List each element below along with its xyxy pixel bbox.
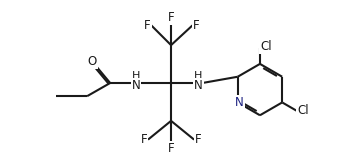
- Text: F: F: [168, 142, 174, 155]
- Text: O: O: [87, 55, 97, 68]
- Text: N: N: [194, 79, 203, 92]
- Text: F: F: [144, 19, 151, 32]
- Text: F: F: [141, 133, 147, 146]
- Text: N: N: [131, 79, 140, 92]
- Text: Cl: Cl: [260, 40, 272, 53]
- Text: F: F: [193, 19, 200, 32]
- Text: F: F: [195, 133, 201, 146]
- Text: F: F: [168, 11, 174, 24]
- Text: H: H: [132, 71, 140, 81]
- Text: H: H: [194, 71, 202, 81]
- Text: N: N: [235, 96, 244, 109]
- Text: Cl: Cl: [297, 104, 309, 117]
